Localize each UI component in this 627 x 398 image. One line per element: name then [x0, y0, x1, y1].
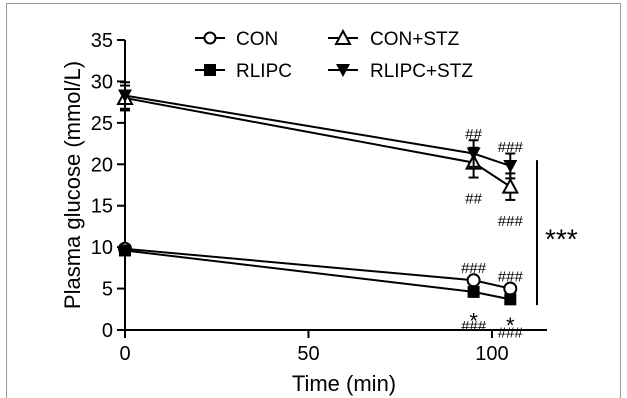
y-tick-label: 5: [102, 279, 113, 301]
y-tick-label: 20: [91, 154, 113, 176]
series-rlipc-point: [467, 285, 480, 298]
y-tick-label: 25: [91, 113, 113, 135]
significance-hash: ###: [498, 139, 524, 156]
series-rlipc-point: [119, 244, 131, 257]
significance-hash: ##: [465, 126, 482, 143]
series-con: [118, 241, 518, 296]
significance-hash: ###: [498, 213, 524, 230]
legend: CON CON+STZ RLIPC RLIPC+STZ: [195, 28, 473, 82]
series-con-stz: [116, 84, 519, 201]
series-rlipc-line: [124, 249, 511, 301]
x-axis-title: Time (min): [292, 371, 396, 396]
significance-hash: ###: [461, 318, 487, 335]
x-tick-label: 100: [475, 343, 508, 365]
series-rlipc-point: [504, 293, 517, 306]
significance-label: ***: [545, 224, 578, 255]
plot-area: ############# ###* *### ###***: [116, 81, 578, 342]
y-tick-label: 15: [91, 196, 113, 218]
axes: 0 5 10 15 20 25 30 35 0 50 100: [91, 30, 547, 365]
legend-item-con: CON: [195, 29, 278, 50]
series-rlipc-stz-point: [466, 147, 481, 161]
legend-label-rlipc: RLIPC: [236, 61, 292, 82]
significance-star: *: [469, 309, 478, 334]
legend-item-rlipc: RLIPC: [195, 61, 292, 82]
series-con-stz-point: [501, 177, 519, 194]
y-tick-label: 30: [91, 71, 113, 93]
series-con-line: [124, 247, 511, 290]
x-tick-label: 0: [119, 343, 130, 365]
x-tick-label: 50: [297, 343, 319, 365]
legend-item-rlipc-stz: RLIPC+STZ: [328, 61, 473, 82]
y-tick-label: 10: [91, 237, 113, 259]
y-tick-label: 35: [91, 30, 113, 52]
series-rlipc-stz-point: [503, 159, 518, 173]
significance-star: *: [506, 313, 515, 338]
series-rlipc-stz-point: [118, 89, 132, 103]
series-con-stz-line: [124, 97, 511, 188]
legend-label-con: CON: [236, 29, 278, 50]
significance-hash: ##: [465, 190, 482, 207]
legend-label-rlipc-stz: RLIPC+STZ: [370, 61, 473, 82]
y-axis-title: Plasma glucose (mmol/L): [60, 61, 85, 309]
series-rlipc-stz-line: [124, 94, 511, 167]
series-rlipc: [119, 244, 517, 306]
series-rlipc-stz: [118, 81, 518, 180]
y-tick-label: 0: [102, 320, 113, 342]
legend-label-con-stz: CON+STZ: [370, 29, 460, 50]
legend-item-con-stz: CON+STZ: [328, 28, 460, 50]
significance-hash: ###: [498, 268, 524, 285]
significance-hash: ###: [461, 260, 487, 277]
significance-hash: ###: [498, 325, 524, 342]
figure-frame: [6, 3, 621, 398]
